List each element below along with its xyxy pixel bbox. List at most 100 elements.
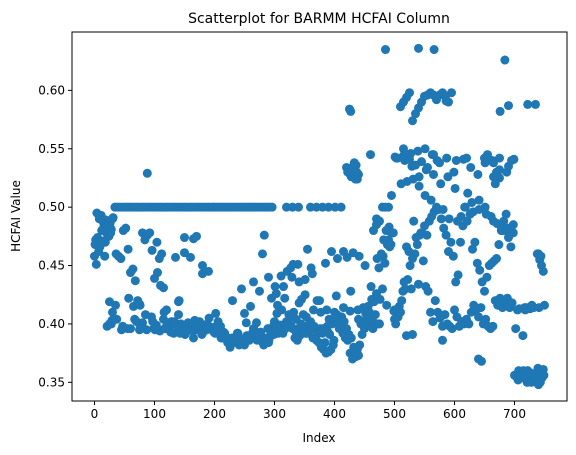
- data-point: [448, 251, 458, 261]
- y-tick-label: 0.55: [38, 142, 65, 156]
- data-point: [390, 314, 399, 324]
- data-point: [481, 209, 491, 219]
- data-point: [466, 162, 476, 172]
- chart-title: Scatterplot for BARMM HCFAI Column: [188, 11, 450, 27]
- data-point: [175, 328, 185, 338]
- y-ticks: 0.35 0.40 0.45 0.50 0.55 0.60: [38, 83, 72, 389]
- data-point: [331, 312, 341, 322]
- data-point: [303, 244, 312, 254]
- data-point: [496, 221, 506, 231]
- data-point: [106, 228, 116, 238]
- data-point: [494, 240, 504, 250]
- data-point: [489, 216, 498, 226]
- data-point: [157, 249, 167, 259]
- data-point: [470, 237, 480, 247]
- data-point: [183, 326, 192, 336]
- data-point: [142, 325, 152, 335]
- data-point: [414, 181, 424, 191]
- data-point: [267, 202, 277, 212]
- data-point: [420, 144, 430, 154]
- data-point: [126, 324, 135, 334]
- data-point: [309, 321, 319, 331]
- data-point: [307, 269, 317, 279]
- data-point: [403, 275, 413, 285]
- data-point: [286, 263, 296, 273]
- data-point: [474, 204, 484, 214]
- data-point: [405, 154, 414, 164]
- data-point: [438, 204, 448, 214]
- data-point: [495, 165, 504, 175]
- y-tick-label: 0.50: [38, 200, 65, 214]
- data-point: [511, 324, 521, 334]
- data-point: [366, 150, 375, 160]
- data-point: [430, 296, 440, 306]
- data-point: [121, 223, 131, 233]
- data-point: [323, 327, 333, 337]
- data-point: [293, 259, 303, 269]
- data-point: [153, 268, 162, 278]
- data-point: [408, 116, 417, 126]
- data-point: [198, 269, 207, 279]
- data-point: [409, 216, 419, 226]
- data-point: [438, 335, 447, 345]
- data-point: [414, 172, 424, 182]
- data-point: [343, 335, 353, 345]
- data-point: [439, 223, 449, 233]
- data-point: [197, 329, 207, 339]
- data-point: [382, 300, 392, 310]
- data-point: [294, 202, 303, 212]
- data-point: [441, 230, 451, 240]
- data-point: [489, 172, 498, 182]
- data-point: [450, 305, 459, 315]
- data-point: [374, 263, 384, 273]
- data-point: [346, 106, 356, 116]
- data-point: [220, 328, 230, 338]
- data-point: [118, 321, 128, 331]
- x-tick-label: 200: [203, 407, 226, 421]
- data-point: [321, 258, 330, 268]
- data-point: [339, 247, 348, 257]
- x-tick-label: 300: [263, 407, 286, 421]
- data-point: [422, 230, 432, 240]
- data-point: [211, 308, 221, 318]
- data-point: [489, 158, 498, 168]
- data-point: [124, 293, 134, 303]
- data-point: [463, 188, 473, 198]
- data-point: [168, 318, 178, 328]
- data-point: [360, 324, 369, 334]
- data-point: [263, 324, 273, 334]
- data-point: [442, 153, 452, 163]
- data-point: [315, 296, 324, 306]
- data-point: [386, 240, 396, 250]
- data-point: [241, 318, 251, 328]
- data-point: [240, 308, 249, 318]
- data-point: [482, 272, 492, 282]
- data-point: [441, 96, 451, 106]
- plot-frame: [71, 31, 568, 402]
- data-point: [192, 231, 201, 241]
- data-point: [135, 325, 144, 335]
- data-point: [190, 315, 200, 325]
- x-ticks: 0 100 200 300 400 500 600 700: [91, 401, 526, 421]
- data-point: [329, 335, 339, 345]
- data-point: [349, 158, 359, 168]
- data-point: [147, 245, 157, 255]
- data-point: [138, 318, 147, 328]
- data-point: [381, 45, 390, 55]
- data-point: [249, 324, 258, 334]
- data-point: [291, 326, 300, 336]
- data-point: [366, 282, 376, 292]
- data-point: [468, 244, 477, 254]
- data-point: [186, 252, 195, 262]
- data-point: [396, 307, 405, 317]
- data-point: [279, 282, 288, 292]
- data-point: [204, 313, 214, 323]
- data-point: [369, 297, 379, 307]
- data-point: [145, 228, 155, 238]
- data-point: [213, 326, 222, 336]
- data-point: [327, 247, 336, 257]
- data-point: [488, 321, 498, 331]
- data-point: [400, 284, 410, 294]
